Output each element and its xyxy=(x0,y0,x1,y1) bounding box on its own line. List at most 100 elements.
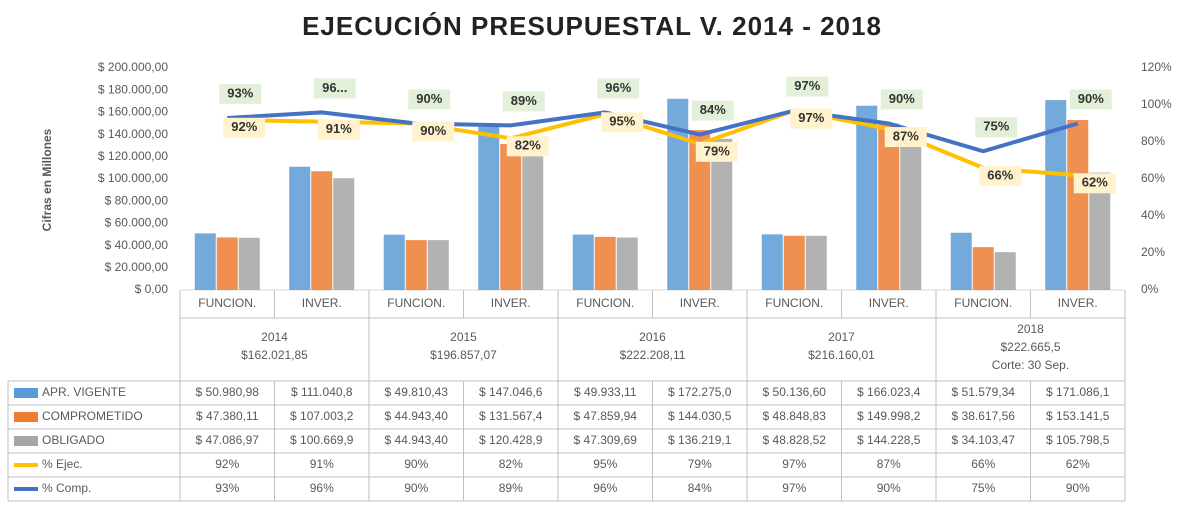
y2-tick-label: 120% xyxy=(1141,60,1172,74)
legend-label: % Comp. xyxy=(42,481,91,495)
y-tick-label: $ 80.000,00 xyxy=(105,193,169,207)
table-cell: 87% xyxy=(877,457,901,471)
group-year: 2016 xyxy=(639,330,666,344)
data-label: 90% xyxy=(420,123,446,138)
table-cell: 90% xyxy=(404,481,428,495)
bar xyxy=(783,235,805,290)
table-cell: $ 47.380,11 xyxy=(196,409,259,423)
y-tick-label: $ 100.000,00 xyxy=(98,171,168,185)
data-label: 96... xyxy=(322,80,347,95)
table-cell: 90% xyxy=(877,481,901,495)
data-label: 62% xyxy=(1082,175,1108,190)
table-cell: $ 136.219,1 xyxy=(668,433,732,447)
bar xyxy=(878,123,900,290)
legend-swatch xyxy=(14,388,38,398)
data-label-bg xyxy=(601,112,644,133)
table-cell: $ 44.943,40 xyxy=(385,433,449,447)
y-tick-label: $ 0,00 xyxy=(135,282,169,296)
data-label-bg xyxy=(317,119,360,140)
x-tick-label: INVER. xyxy=(869,296,909,310)
table-cell: $ 48.828,52 xyxy=(763,433,827,447)
table-cell: $ 44.943,40 xyxy=(385,409,449,423)
x-tick-label: FUNCION. xyxy=(954,296,1012,310)
table-cell: 84% xyxy=(688,481,712,495)
data-label-bg xyxy=(975,117,1018,138)
data-label: 91% xyxy=(326,121,352,136)
data-label: 95% xyxy=(609,114,635,129)
table-cell: 95% xyxy=(593,457,617,471)
data-label-bg xyxy=(1073,173,1116,194)
data-label-bg xyxy=(223,117,266,138)
bar xyxy=(500,143,522,290)
table-cell: $ 49.810,43 xyxy=(385,385,449,399)
data-label: 90% xyxy=(1078,91,1104,106)
data-label-bg xyxy=(786,76,829,97)
table-cell: $ 131.567,4 xyxy=(479,409,543,423)
data-label-bg xyxy=(313,78,356,99)
legend-swatch xyxy=(14,412,38,422)
data-label-bg xyxy=(1069,89,1112,110)
y-tick-label: $ 40.000,00 xyxy=(105,238,169,252)
x-tick-label: INVER. xyxy=(302,296,342,310)
table-cell: $ 107.003,2 xyxy=(290,409,354,423)
data-label-bg xyxy=(502,91,545,112)
data-label-bg xyxy=(597,78,640,99)
data-label-bg xyxy=(880,89,923,110)
table-cell: $ 48.848,83 xyxy=(763,409,827,423)
table-cell: $ 100.669,9 xyxy=(290,433,354,447)
bar xyxy=(689,130,711,290)
table-cell: $ 172.275,0 xyxy=(668,385,732,399)
x-tick-label: INVER. xyxy=(680,296,720,310)
chart-title: EJECUCIÓN PRESUPUESTAL V. 2014 - 2018 xyxy=(302,11,882,41)
table-cell: $ 144.228,5 xyxy=(857,433,921,447)
bar xyxy=(994,252,1016,290)
table-cell: 96% xyxy=(310,481,334,495)
y2-tick-label: 100% xyxy=(1141,97,1172,111)
data-label: 97% xyxy=(798,110,824,125)
table-cell: $ 120.428,9 xyxy=(479,433,543,447)
table-cell: $ 47.086,97 xyxy=(196,433,260,447)
table-cell: $ 47.309,69 xyxy=(574,433,638,447)
bar xyxy=(383,234,405,290)
legend-label: COMPROMETIDO xyxy=(42,409,143,423)
table-cell: $ 166.023,4 xyxy=(857,385,921,399)
data-label-bg xyxy=(790,108,833,129)
table-cell: $ 171.086,1 xyxy=(1046,385,1110,399)
bar xyxy=(950,232,972,290)
bar xyxy=(311,171,333,290)
group-year: 2015 xyxy=(450,330,477,344)
x-tick-label: FUNCION. xyxy=(765,296,823,310)
group-year: 2017 xyxy=(828,330,855,344)
data-label: 93% xyxy=(227,85,253,100)
data-label: 97% xyxy=(794,78,820,93)
x-tick-label: INVER. xyxy=(1058,296,1098,310)
bar xyxy=(761,234,783,290)
table-cell: $ 149.998,2 xyxy=(857,409,921,423)
data-label-bg xyxy=(219,83,262,104)
table-cell: 97% xyxy=(782,457,806,471)
data-label: 82% xyxy=(515,138,541,153)
bar xyxy=(805,235,827,290)
legend-label: % Ejec. xyxy=(42,457,83,471)
data-label: 89% xyxy=(511,93,537,108)
data-label: 92% xyxy=(231,119,257,134)
table-cell: 90% xyxy=(1066,481,1090,495)
table-cell: $ 49.933,11 xyxy=(574,385,637,399)
bar xyxy=(289,166,311,290)
bar xyxy=(667,98,689,290)
group-total: $222.208,11 xyxy=(620,348,686,362)
y2-tick-label: 80% xyxy=(1141,134,1165,148)
bar xyxy=(594,236,616,290)
table-cell: $ 153.141,5 xyxy=(1046,409,1110,423)
data-label: 87% xyxy=(893,128,919,143)
legend-label: OBLIGADO xyxy=(42,433,105,447)
table-cell: 66% xyxy=(971,457,995,471)
line xyxy=(227,108,1079,154)
data-label-bg xyxy=(691,100,734,121)
bar xyxy=(405,240,427,290)
table-cell: 62% xyxy=(1066,457,1090,471)
bar xyxy=(1067,120,1089,290)
bar xyxy=(427,240,449,290)
y-tick-label: $ 120.000,00 xyxy=(98,149,168,163)
bar xyxy=(972,247,994,290)
